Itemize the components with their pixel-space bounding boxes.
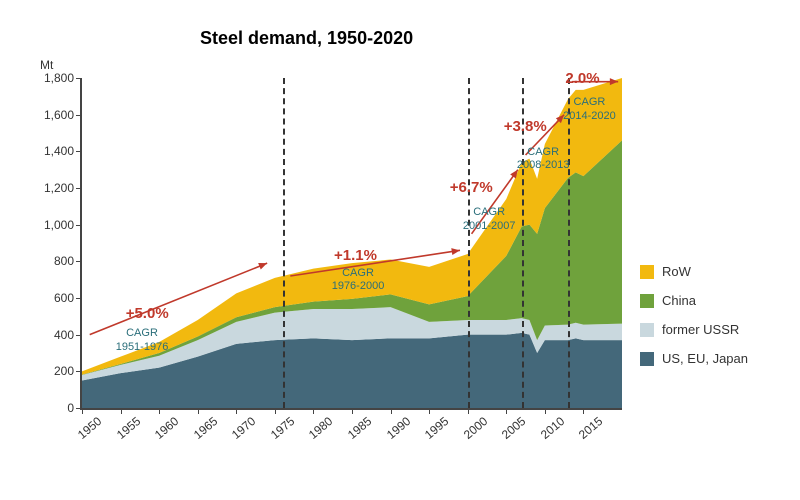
xtick-label: 1980 <box>306 414 335 442</box>
period-divider <box>568 78 570 408</box>
xtick-label: 1950 <box>75 414 104 442</box>
cagr-pct: +3.8% <box>504 118 547 135</box>
legend-item: China <box>640 293 748 308</box>
legend-item: US, EU, Japan <box>640 351 748 366</box>
cagr-label: CAGR2008-2013 <box>517 146 570 172</box>
legend-label: RoW <box>662 264 691 279</box>
legend-swatch <box>640 294 654 308</box>
xtick-label: 1995 <box>422 414 451 442</box>
legend-swatch <box>640 265 654 279</box>
y-axis-label: Mt <box>40 58 53 72</box>
cagr-pct: +6.7% <box>450 179 493 196</box>
chart-title: Steel demand, 1950-2020 <box>200 28 413 49</box>
cagr-label: CAGR1976-2000 <box>332 267 385 293</box>
period-divider <box>468 78 470 408</box>
plot-area: 02004006008001,0001,2001,4001,6001,80019… <box>80 78 622 410</box>
cagr-pct: +5.0% <box>126 305 169 322</box>
ytick-label: 400 <box>54 328 74 342</box>
ytick-label: 800 <box>54 254 74 268</box>
legend-item: RoW <box>640 264 748 279</box>
ytick-label: 1,200 <box>44 181 74 195</box>
xtick-label: 2010 <box>538 414 567 442</box>
xtick-label: 1985 <box>345 414 374 442</box>
xtick-label: 1955 <box>113 414 142 442</box>
xtick-label: 2000 <box>461 414 490 442</box>
cagr-pct: 2.0% <box>565 70 599 87</box>
legend: RoW China former USSR US, EU, Japan <box>640 250 748 380</box>
xtick-label: 1970 <box>229 414 258 442</box>
xtick-label: 1990 <box>383 414 412 442</box>
ytick-label: 0 <box>67 401 74 415</box>
cagr-label: CAGR1951-1976 <box>116 327 169 353</box>
xtick-label: 1960 <box>152 414 181 442</box>
ytick-label: 600 <box>54 291 74 305</box>
legend-swatch <box>640 352 654 366</box>
ytick-label: 1,400 <box>44 144 74 158</box>
ytick-label: 1,000 <box>44 218 74 232</box>
ytick-label: 1,800 <box>44 71 74 85</box>
cagr-pct: +1.1% <box>334 247 377 264</box>
legend-label: former USSR <box>662 322 739 337</box>
ytick-label: 1,600 <box>44 108 74 122</box>
xtick-label: 2015 <box>576 414 605 442</box>
xtick-label: 2005 <box>499 414 528 442</box>
xtick-label: 1975 <box>268 414 297 442</box>
period-divider <box>283 78 285 408</box>
xtick-label: 1965 <box>191 414 220 442</box>
cagr-label: CAGR2001-2007 <box>463 206 516 232</box>
legend-label: US, EU, Japan <box>662 351 748 366</box>
legend-label: China <box>662 293 696 308</box>
ytick-label: 200 <box>54 364 74 378</box>
cagr-label: CAGR2014-2020 <box>563 96 616 122</box>
legend-item: former USSR <box>640 322 748 337</box>
legend-swatch <box>640 323 654 337</box>
